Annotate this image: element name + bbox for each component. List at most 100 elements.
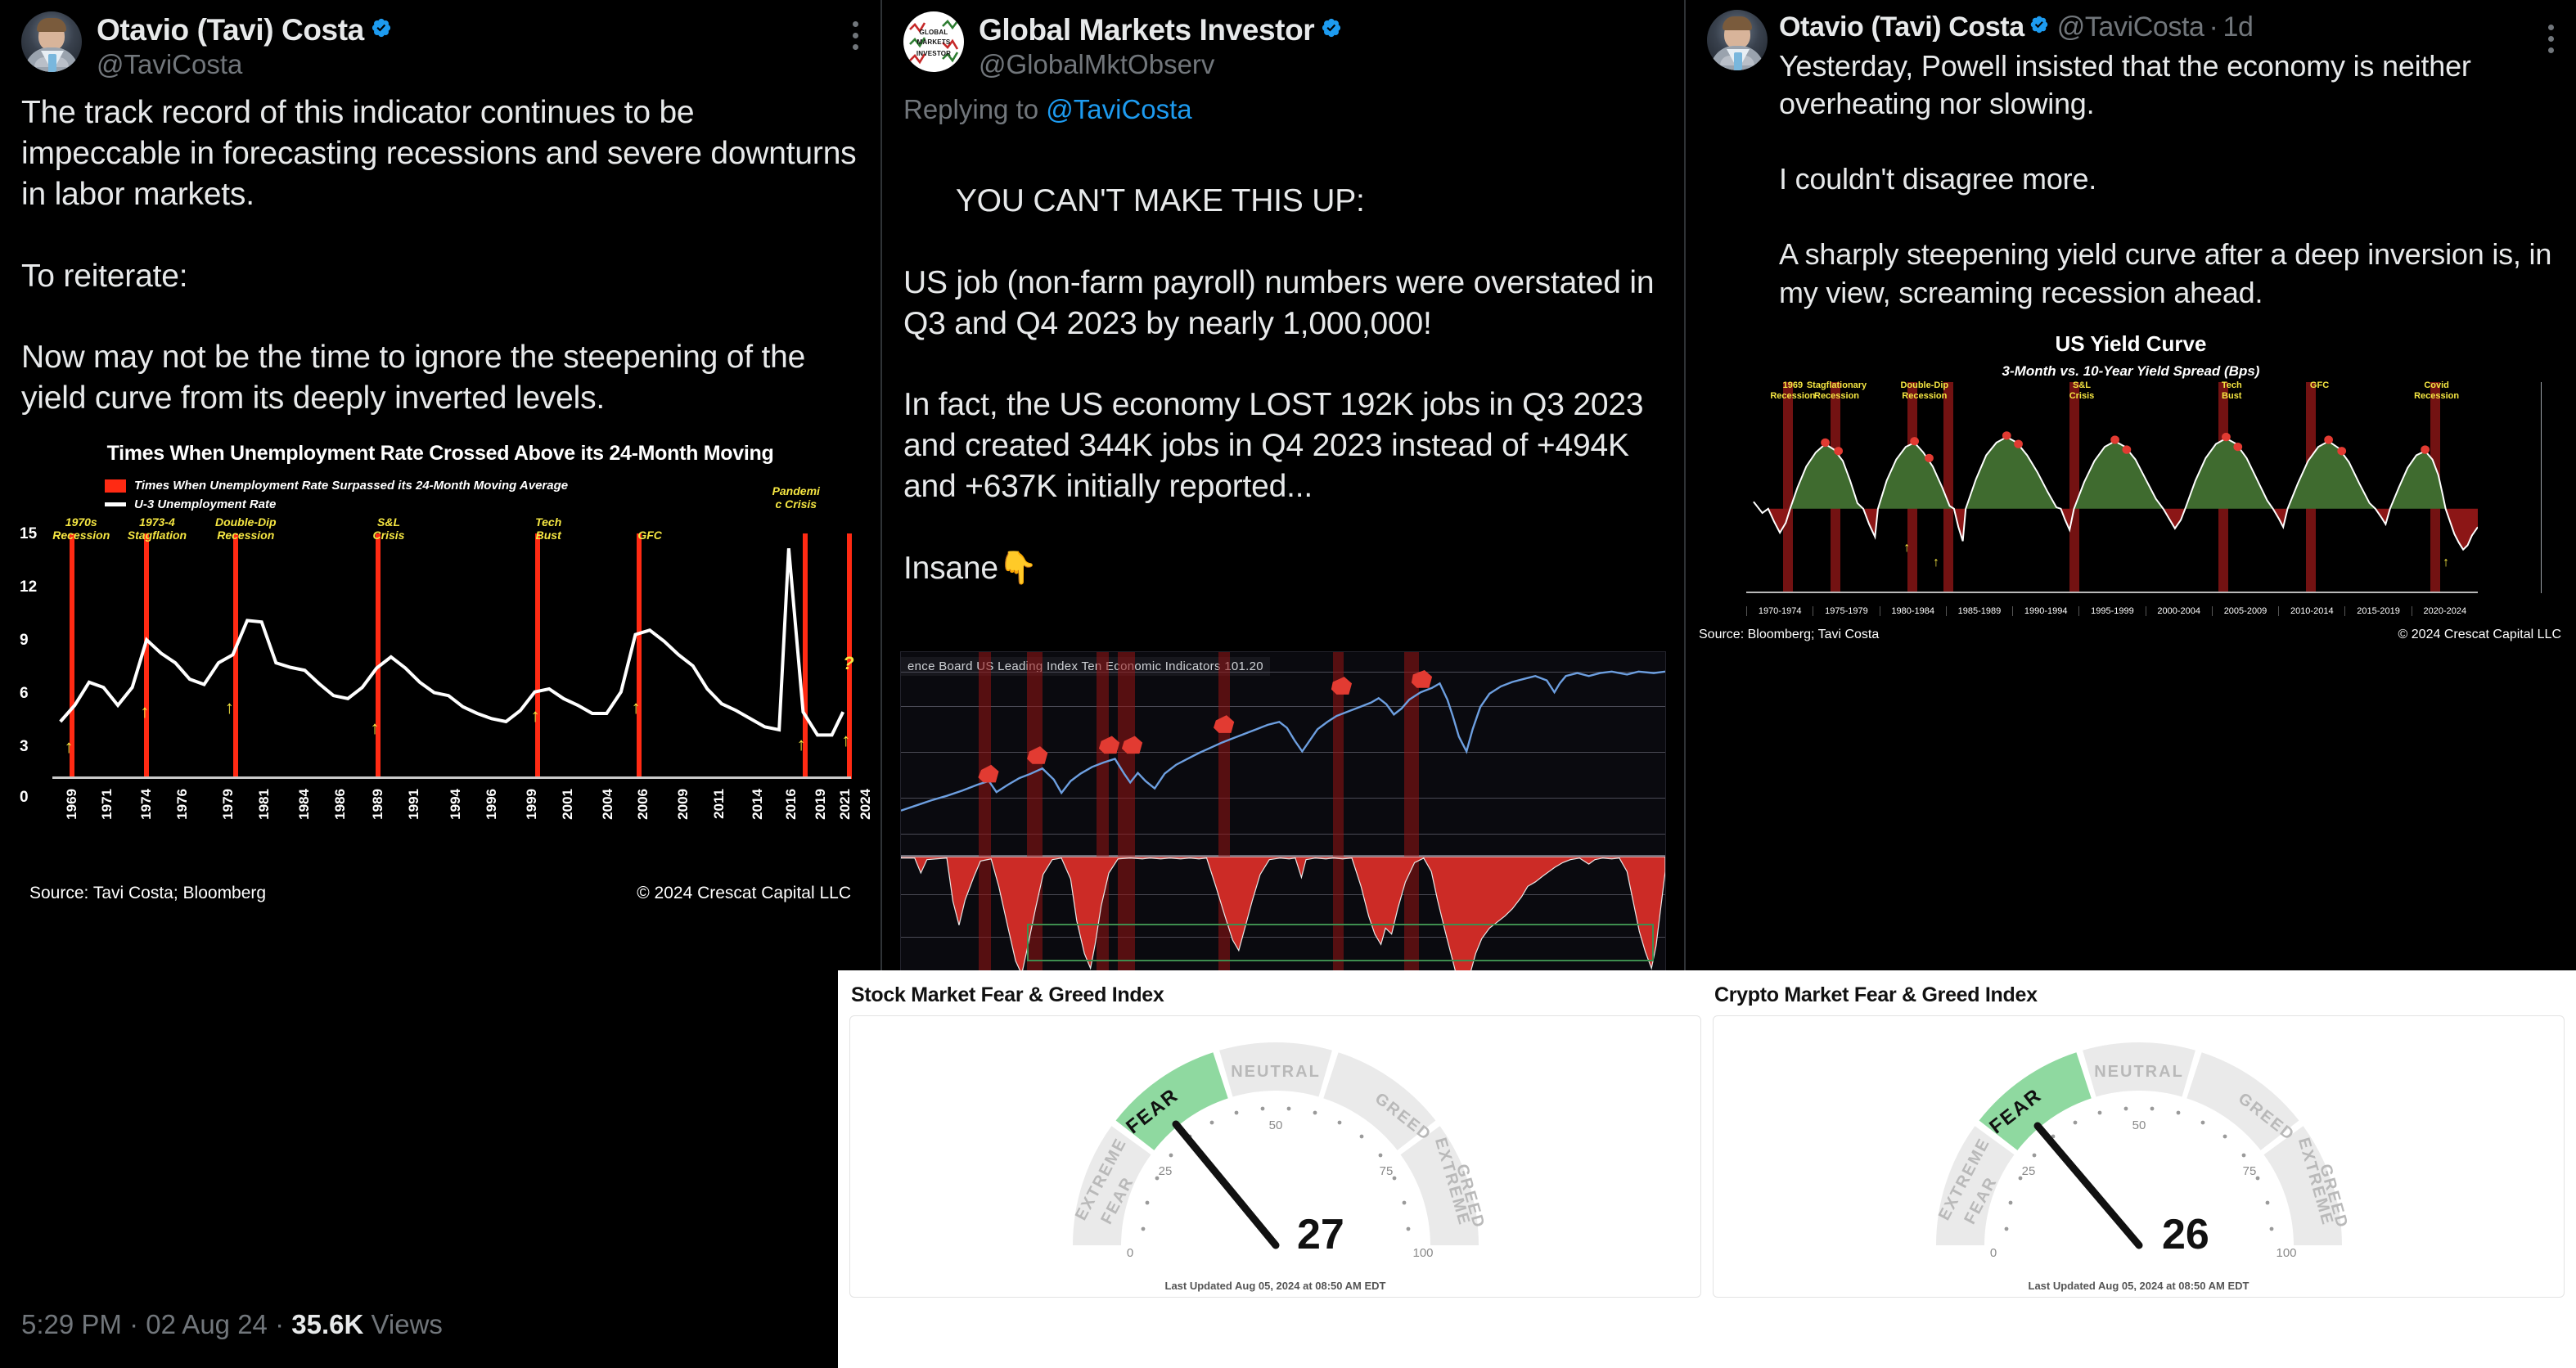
handle[interactable]: @TaviCosta bbox=[2056, 11, 2204, 43]
yield-spread-series bbox=[1746, 430, 2478, 593]
x-tick: 2009 bbox=[675, 789, 691, 821]
arrow-up-icon: ↑ bbox=[1932, 555, 1939, 569]
gauge-scale-75: 75 bbox=[2242, 1164, 2256, 1178]
x-tick: 1980-1984 bbox=[1879, 605, 1946, 616]
grid-line bbox=[901, 751, 1665, 753]
meta-sep: · bbox=[2209, 11, 2218, 43]
last-updated-label: Last Updated Aug 05, 2024 at 08:50 AM ED… bbox=[2028, 1280, 2249, 1292]
tweet-body-2: YOU CAN'T MAKE THIS UP: US job (non-farm… bbox=[882, 125, 1684, 630]
grid-line bbox=[901, 797, 1665, 799]
grid-line bbox=[901, 936, 1665, 938]
x-tick: 1969 bbox=[63, 789, 79, 821]
handle[interactable]: @GlobalMktObserv bbox=[979, 49, 1215, 80]
grid-line bbox=[901, 893, 1665, 895]
gauge-scale-0: 0 bbox=[1989, 1246, 1996, 1260]
grid-line bbox=[901, 671, 1665, 673]
more-options-icon[interactable] bbox=[853, 21, 859, 56]
legend-line-white bbox=[105, 502, 126, 507]
annotation-tech-bust: Tech Bust bbox=[535, 515, 562, 542]
x-tick: 2016 bbox=[783, 789, 799, 821]
grid-line bbox=[901, 833, 1665, 835]
verified-badge-icon bbox=[1321, 11, 1342, 38]
avatar[interactable] bbox=[21, 11, 82, 72]
arrow-up-icon: ↑ bbox=[530, 705, 540, 727]
question-mark-annotation: ? bbox=[843, 653, 854, 674]
annotation-stagflationary-recession: Stagflationary Recession bbox=[1806, 380, 1867, 401]
x-tick: 1985-1989 bbox=[1945, 605, 2012, 616]
chart-us-yield-curve: US Yield Curve 3-Month vs. 10-Year Yield… bbox=[1686, 331, 2576, 647]
y-tick-12: 12 bbox=[20, 578, 38, 596]
tweet-body-text: YOU CAN'T MAKE THIS UP: US job (non-farm… bbox=[903, 182, 1655, 587]
x-tick: 2001 bbox=[559, 789, 575, 821]
avatar[interactable]: GLOBAL MARKETS INVESTOR bbox=[903, 11, 964, 72]
tweet-date: 02 Aug 24 bbox=[146, 1309, 268, 1339]
tweet-meta-1: 5:29 PM · 02 Aug 24 · 35.6K Views bbox=[0, 1309, 464, 1340]
gauge-scale-25: 25 bbox=[2021, 1164, 2035, 1178]
chart-header-label: ence Board US Leading Index Ten Economic… bbox=[901, 656, 1270, 676]
replying-to-handle-link[interactable]: @TaviCosta bbox=[1046, 94, 1192, 125]
replying-to-line: Replying to @TaviCosta bbox=[882, 81, 1684, 125]
handle[interactable]: @TaviCosta bbox=[97, 49, 243, 80]
zone-neutral: NEUTRAL bbox=[1231, 1063, 1321, 1081]
arrow-up-icon: ↑ bbox=[370, 718, 380, 739]
x-tick: 1976 bbox=[174, 789, 191, 821]
x-axis-line bbox=[1746, 591, 2478, 593]
legend-swatch-red bbox=[105, 479, 126, 493]
display-name[interactable]: Otavio (Tavi) Costa bbox=[97, 11, 392, 47]
display-name-text: Global Markets Investor bbox=[979, 13, 1315, 47]
chart-source: Source: Bloomberg; Tavi Costa bbox=[1699, 627, 1880, 641]
lei-drawdown-area bbox=[901, 856, 1665, 1006]
gauge-container: 0 25 50 75 100 EXTREME FEAR NEUTRAL GREE… bbox=[1713, 1015, 2565, 1298]
x-tick: 2000-2004 bbox=[2145, 605, 2212, 616]
gauge-scale-50: 50 bbox=[2132, 1118, 2146, 1132]
avatar[interactable] bbox=[1707, 10, 1768, 70]
views-count: 35.6K bbox=[291, 1309, 364, 1339]
avatar-hair bbox=[1723, 16, 1752, 30]
annotation-gfc: GFC bbox=[2309, 380, 2330, 390]
gauge-scale-100: 100 bbox=[1412, 1246, 1433, 1260]
chart-unemployment-crossings: Times When Unemployment Rate Crossed Abo… bbox=[15, 442, 873, 902]
x-tick: 2024 bbox=[857, 789, 873, 821]
annotation-1970s-recession: 1970s Recession bbox=[52, 515, 110, 542]
annotation-sl-crisis: S&L Crisis bbox=[372, 515, 405, 542]
grid-line bbox=[901, 705, 1665, 707]
arrow-up-icon: ↑ bbox=[224, 697, 234, 718]
meta-sep: · bbox=[275, 1309, 285, 1339]
display-name[interactable]: Otavio (Tavi) Costa @TaviCosta · 1d bbox=[1779, 10, 2555, 43]
x-tick: 1970-1974 bbox=[1746, 605, 1813, 616]
crypto-fear-greed-card: Crypto Market Fear & Greed Index bbox=[1713, 979, 2565, 1298]
gauge-needle bbox=[2033, 1122, 2142, 1249]
x-tick: 2010-2014 bbox=[2278, 605, 2344, 616]
lei-index-line bbox=[901, 670, 1665, 855]
gauge-value: 26 bbox=[2162, 1211, 2209, 1258]
last-updated-label: Last Updated Aug 05, 2024 at 08:50 AM ED… bbox=[1164, 1280, 1386, 1292]
chart-subtitle: 3-Month vs. 10-Year Yield Spread (Bps) bbox=[2002, 362, 2260, 379]
chart-title: Times When Unemployment Rate Crossed Abo… bbox=[106, 442, 774, 466]
fear-greed-gauge[interactable]: 0 25 50 75 100 EXTREME FEAR NEUTRAL GREE… bbox=[1047, 1024, 1505, 1278]
gauge-scale-0: 0 bbox=[1126, 1246, 1133, 1260]
legend-label: U-3 Unemployment Rate bbox=[134, 497, 277, 512]
gauge-needle bbox=[1172, 1120, 1279, 1249]
card-title: Stock Market Fear & Greed Index bbox=[851, 983, 1164, 1006]
recession-band bbox=[2069, 381, 2080, 593]
y-tick-15: 15 bbox=[20, 525, 38, 543]
legend-item-u3: U-3 Unemployment Rate bbox=[105, 497, 866, 511]
card-title: Crypto Market Fear & Greed Index bbox=[1714, 983, 2038, 1006]
display-name[interactable]: Global Markets Investor bbox=[979, 11, 1342, 47]
x-tick: 1975-1979 bbox=[1813, 605, 1879, 616]
x-tick: 2020-2024 bbox=[2411, 605, 2478, 616]
fear-greed-section: Stock Market Fear & Greed Index bbox=[838, 970, 2576, 1368]
chart-copyright: © 2024 Crescat Capital LLC bbox=[637, 884, 851, 903]
recession-bar bbox=[847, 533, 853, 780]
gauge-scale-75: 75 bbox=[1379, 1164, 1393, 1178]
x-axis-ticks: 1970-1974 1975-1979 1980-1984 1985-1989 … bbox=[1746, 605, 2478, 616]
tweet-header-1: Otavio (Tavi) Costa @TaviCosta bbox=[0, 0, 880, 81]
x-tick: 1986 bbox=[331, 789, 348, 821]
verified-badge-icon bbox=[2029, 10, 2049, 34]
more-options-icon[interactable] bbox=[2548, 25, 2555, 59]
pointing-down-emoji-icon: 👇 bbox=[998, 551, 1038, 587]
replying-to-prefix: Replying to bbox=[903, 94, 1047, 125]
recession-band bbox=[1943, 381, 1954, 593]
fear-greed-gauge[interactable]: 0 25 50 75 100 EXTREME FEAR NEUTRAL GREE… bbox=[1910, 1024, 2368, 1278]
recession-bar bbox=[637, 533, 642, 780]
